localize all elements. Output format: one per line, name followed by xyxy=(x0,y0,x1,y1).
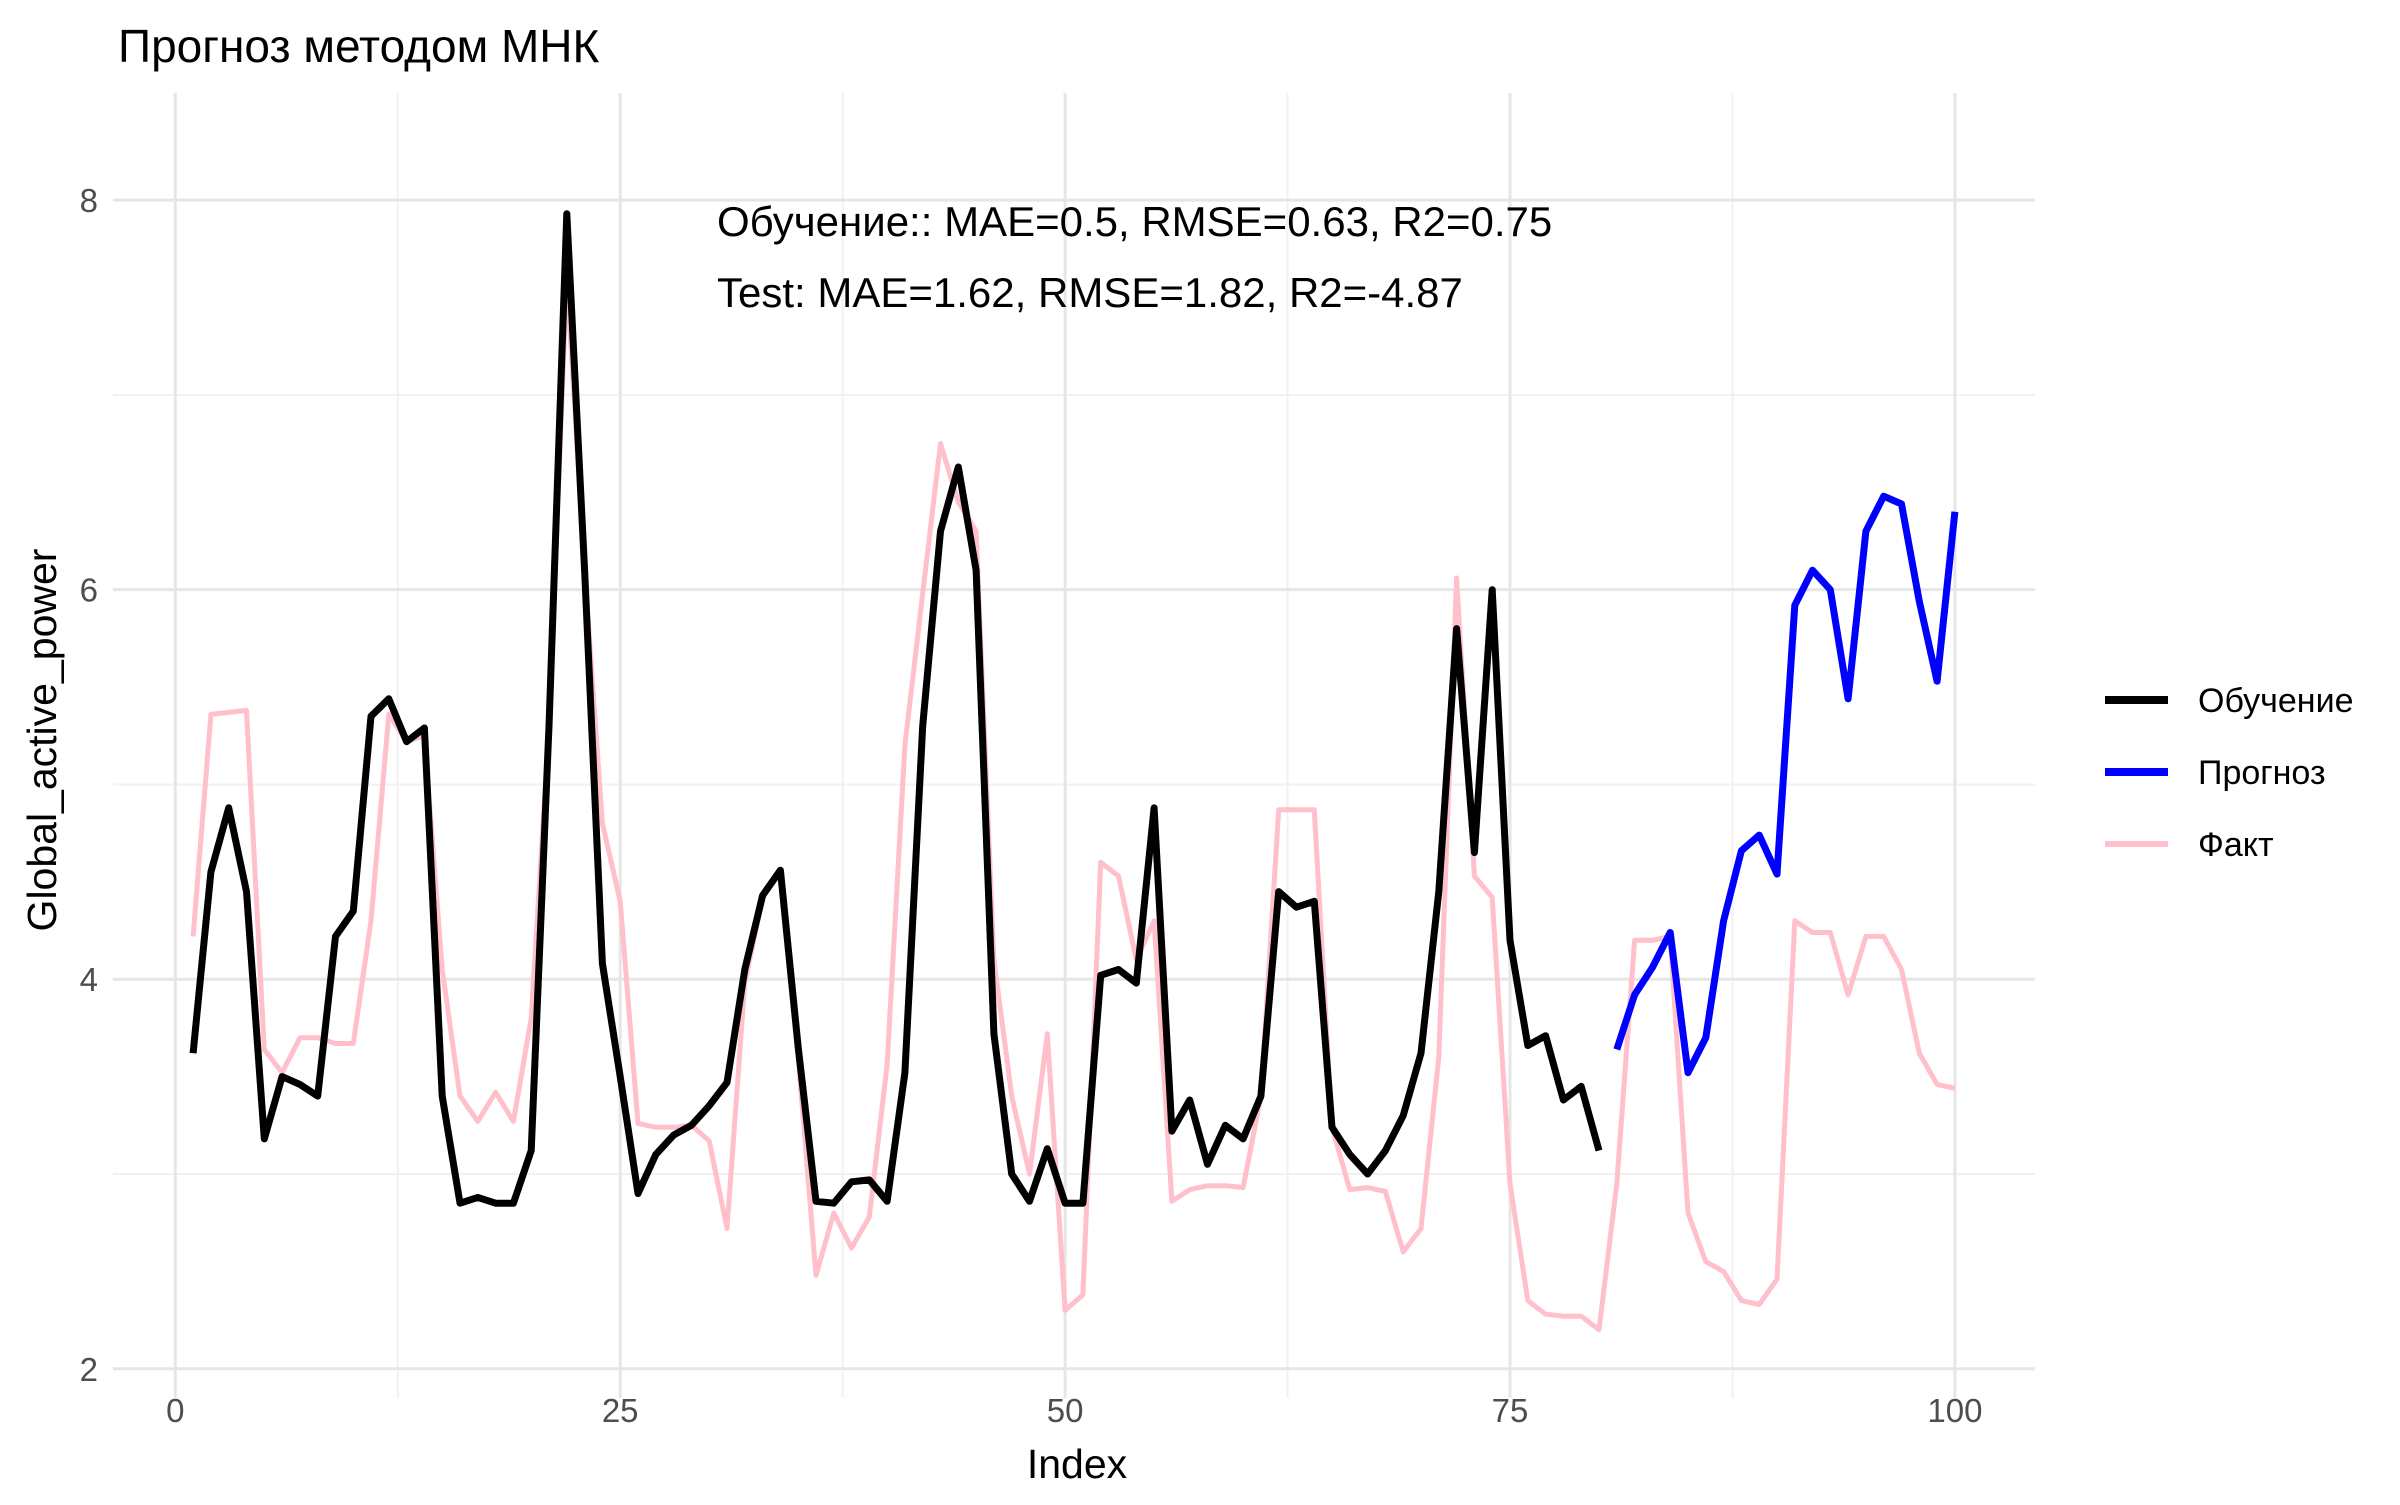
legend-label-Факт: Факт xyxy=(2198,826,2274,864)
chart-title: Прогноз методом МНК xyxy=(118,20,600,72)
series-line-Факт xyxy=(190,275,1956,1333)
x-tick-label: 100 xyxy=(1927,1392,1982,1429)
x-tick-label: 75 xyxy=(1492,1392,1529,1429)
grid-minor xyxy=(113,93,2035,1398)
y-tick-label: 4 xyxy=(80,961,98,998)
y-tick-labels: 2 4 6 8 xyxy=(80,182,98,1388)
series-line-Прогноз xyxy=(1613,492,1959,1077)
legend-label-Прогноз: Прогноз xyxy=(2198,754,2326,792)
legend: Обучение Прогноз Факт xyxy=(2105,682,2353,864)
x-axis-label: Index xyxy=(1027,1441,1128,1487)
annotation-train: Обучение:: MAE=0.5, RMSE=0.63, R2=0.75 xyxy=(717,198,1552,245)
series-lines xyxy=(189,210,1959,1333)
y-tick-label: 2 xyxy=(80,1351,98,1388)
legend-label-Обучение: Обучение xyxy=(2198,682,2353,720)
x-tick-label: 0 xyxy=(166,1392,184,1429)
x-tick-labels: 0 25 50 75 100 xyxy=(166,1392,1982,1429)
x-tick-label: 50 xyxy=(1047,1392,1084,1429)
x-tick-label: 25 xyxy=(602,1392,639,1429)
y-tick-label: 8 xyxy=(80,182,98,219)
annotation-test: Test: MAE=1.62, RMSE=1.82, R2=-4.87 xyxy=(717,269,1463,316)
y-tick-label: 6 xyxy=(80,572,98,609)
y-axis-label: Global_active_power xyxy=(19,549,65,932)
series-line-Обучение xyxy=(189,210,1603,1207)
